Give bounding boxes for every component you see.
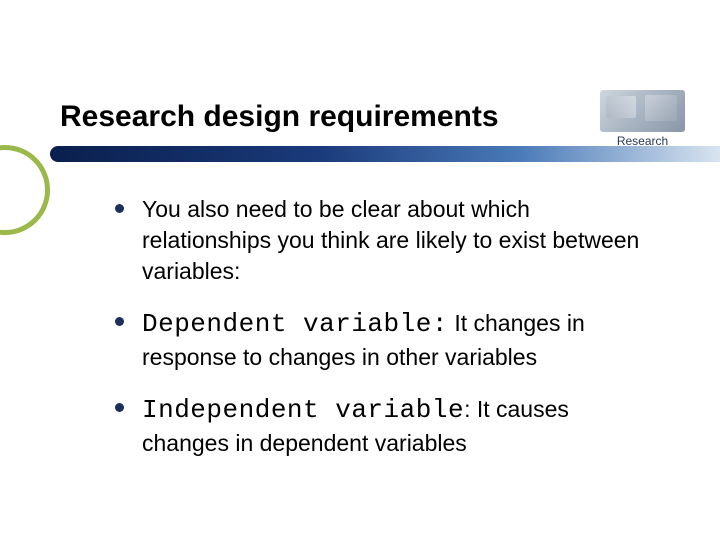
bullet-item: Dependent variable: It changes in respon… <box>115 307 640 373</box>
bullet-item: Independent variable: It causes changes … <box>115 393 640 459</box>
bullet-text: You also need to be clear about which re… <box>142 194 640 287</box>
bullet-icon <box>115 403 124 412</box>
bullet-text: Dependent variable: It changes in respon… <box>142 307 640 373</box>
bullet-icon <box>115 204 124 213</box>
bullet-item: You also need to be clear about which re… <box>115 194 640 287</box>
bullet-icon <box>115 317 124 326</box>
slide-title: Research design requirements <box>60 100 660 134</box>
bullet-body: You also need to be clear about which re… <box>142 196 639 284</box>
bullet-term: Dependent variable: <box>142 309 448 339</box>
accent-circle <box>0 145 50 235</box>
bullet-text: Independent variable: It causes changes … <box>142 393 640 459</box>
slide: Research design requirements Research Yo… <box>0 0 720 540</box>
content-area: You also need to be clear about which re… <box>60 194 660 459</box>
corner-caption: Research <box>600 134 685 148</box>
bullet-term: Independent variable <box>142 395 464 425</box>
research-icon <box>600 90 685 132</box>
title-underline-wrap <box>60 146 660 164</box>
corner-image: Research <box>600 90 685 150</box>
